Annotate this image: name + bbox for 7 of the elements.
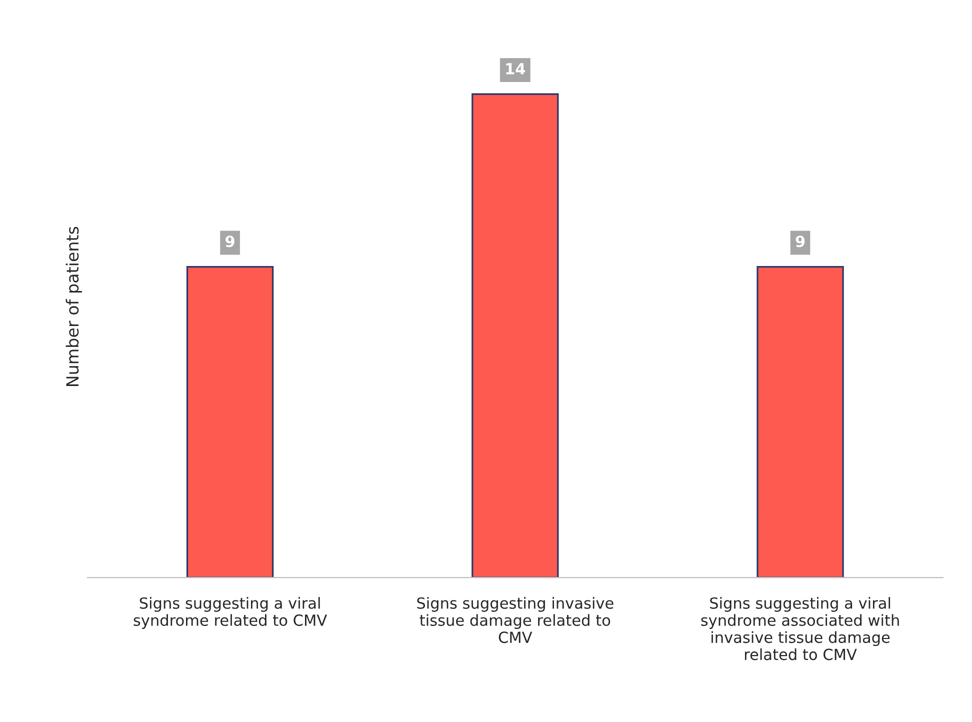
- x-tick-label: Signs suggesting a viral syndrome related to CMV: [134, 597, 328, 629]
- data-label: 9: [226, 236, 234, 248]
- data-label: 14: [506, 63, 526, 74]
- x-tick-label: Signs suggesting a viral syndrome associated with invasive tissue damage related to CMV: [701, 597, 899, 660]
- x-tick-label: Signs suggesting invasive tissue damage related to CMV: [417, 597, 614, 644]
- y-axis-title: Number of patients: [66, 226, 82, 386]
- data-label: 9: [796, 236, 805, 248]
